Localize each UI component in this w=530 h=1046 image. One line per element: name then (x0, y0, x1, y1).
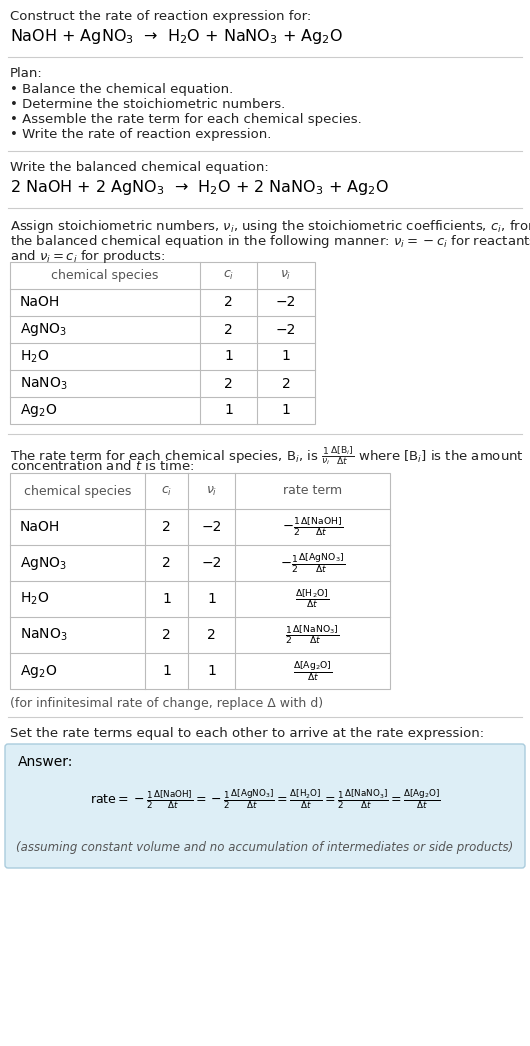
Bar (10, 473, 390, 689)
Text: 1: 1 (162, 592, 171, 606)
Text: (for infinitesimal rate of change, replace Δ with d): (for infinitesimal rate of change, repla… (10, 697, 323, 710)
Text: Write the balanced chemical equation:: Write the balanced chemical equation: (10, 161, 269, 174)
Text: Ag$_2$O: Ag$_2$O (20, 402, 57, 419)
Text: chemical species: chemical species (51, 269, 158, 282)
Text: 1: 1 (162, 664, 171, 678)
Text: concentration and $t$ is time:: concentration and $t$ is time: (10, 459, 194, 473)
Text: $-\frac{1}{2}\frac{\Delta[\mathrm{NaOH}]}{\Delta t}$: $-\frac{1}{2}\frac{\Delta[\mathrm{NaOH}]… (282, 516, 343, 538)
Text: rate term: rate term (283, 484, 342, 498)
Text: −2: −2 (276, 322, 296, 337)
Text: NaOH: NaOH (20, 520, 60, 535)
Text: Answer:: Answer: (18, 755, 73, 769)
Text: 2: 2 (162, 628, 171, 642)
Text: 2: 2 (207, 628, 216, 642)
Text: • Write the rate of reaction expression.: • Write the rate of reaction expression. (10, 128, 271, 141)
Text: 2: 2 (162, 556, 171, 570)
Text: NaNO$_3$: NaNO$_3$ (20, 627, 68, 643)
Text: the balanced chemical equation in the following manner: $\nu_i = -c_i$ for react: the balanced chemical equation in the fo… (10, 233, 530, 250)
Text: NaOH: NaOH (20, 296, 60, 310)
Text: NaOH + AgNO$_3$  →  H$_2$O + NaNO$_3$ + Ag$_2$O: NaOH + AgNO$_3$ → H$_2$O + NaNO$_3$ + Ag… (10, 27, 343, 46)
Text: −2: −2 (276, 296, 296, 310)
Text: $\frac{\Delta[\mathrm{H_2O}]}{\Delta t}$: $\frac{\Delta[\mathrm{H_2O}]}{\Delta t}$ (295, 588, 330, 611)
Text: H$_2$O: H$_2$O (20, 591, 49, 607)
Text: $-\frac{1}{2}\frac{\Delta[\mathrm{AgNO_3}]}{\Delta t}$: $-\frac{1}{2}\frac{\Delta[\mathrm{AgNO_3… (280, 551, 345, 574)
Text: 2: 2 (162, 520, 171, 535)
Text: Assign stoichiometric numbers, $\nu_i$, using the stoichiometric coefficients, $: Assign stoichiometric numbers, $\nu_i$, … (10, 218, 530, 235)
Text: $\nu_i$: $\nu_i$ (206, 484, 217, 498)
Text: −2: −2 (201, 520, 222, 535)
Text: Set the rate terms equal to each other to arrive at the rate expression:: Set the rate terms equal to each other t… (10, 727, 484, 740)
Text: • Assemble the rate term for each chemical species.: • Assemble the rate term for each chemic… (10, 113, 362, 126)
FancyBboxPatch shape (5, 744, 525, 868)
Text: 2 NaOH + 2 AgNO$_3$  →  H$_2$O + 2 NaNO$_3$ + Ag$_2$O: 2 NaOH + 2 AgNO$_3$ → H$_2$O + 2 NaNO$_3… (10, 178, 389, 197)
Text: AgNO$_3$: AgNO$_3$ (20, 554, 67, 571)
Text: • Balance the chemical equation.: • Balance the chemical equation. (10, 83, 233, 96)
Text: • Determine the stoichiometric numbers.: • Determine the stoichiometric numbers. (10, 98, 285, 111)
Text: The rate term for each chemical species, B$_i$, is $\frac{1}{\nu_i}\frac{\Delta[: The rate term for each chemical species,… (10, 444, 524, 467)
Text: 2: 2 (224, 296, 233, 310)
Text: Construct the rate of reaction expression for:: Construct the rate of reaction expressio… (10, 10, 311, 23)
Text: 1: 1 (224, 349, 233, 364)
Text: (assuming constant volume and no accumulation of intermediates or side products): (assuming constant volume and no accumul… (16, 841, 514, 854)
Text: 1: 1 (207, 664, 216, 678)
Text: $c_i$: $c_i$ (223, 269, 234, 282)
Bar (10, 262, 315, 424)
Text: $\nu_i$: $\nu_i$ (280, 269, 292, 282)
Text: 1: 1 (281, 404, 290, 417)
Text: Ag$_2$O: Ag$_2$O (20, 662, 57, 680)
Text: 1: 1 (281, 349, 290, 364)
Text: NaNO$_3$: NaNO$_3$ (20, 376, 68, 391)
Text: Plan:: Plan: (10, 67, 43, 79)
Text: $\frac{1}{2}\frac{\Delta[\mathrm{NaNO_3}]}{\Delta t}$: $\frac{1}{2}\frac{\Delta[\mathrm{NaNO_3}… (285, 623, 340, 646)
Text: AgNO$_3$: AgNO$_3$ (20, 321, 67, 338)
Text: 2: 2 (281, 377, 290, 390)
Text: and $\nu_i = c_i$ for products:: and $\nu_i = c_i$ for products: (10, 248, 165, 265)
Text: H$_2$O: H$_2$O (20, 348, 49, 365)
Text: 1: 1 (224, 404, 233, 417)
Text: $c_i$: $c_i$ (161, 484, 172, 498)
Text: 2: 2 (224, 377, 233, 390)
Text: 1: 1 (207, 592, 216, 606)
Text: $\mathrm{rate} = -\frac{1}{2}\frac{\Delta[\mathrm{NaOH}]}{\Delta t} = -\frac{1}{: $\mathrm{rate} = -\frac{1}{2}\frac{\Delt… (90, 788, 440, 811)
Text: $\frac{\Delta[\mathrm{Ag_2O}]}{\Delta t}$: $\frac{\Delta[\mathrm{Ag_2O}]}{\Delta t}… (293, 659, 332, 683)
Text: chemical species: chemical species (24, 484, 131, 498)
Text: 2: 2 (224, 322, 233, 337)
Text: −2: −2 (201, 556, 222, 570)
